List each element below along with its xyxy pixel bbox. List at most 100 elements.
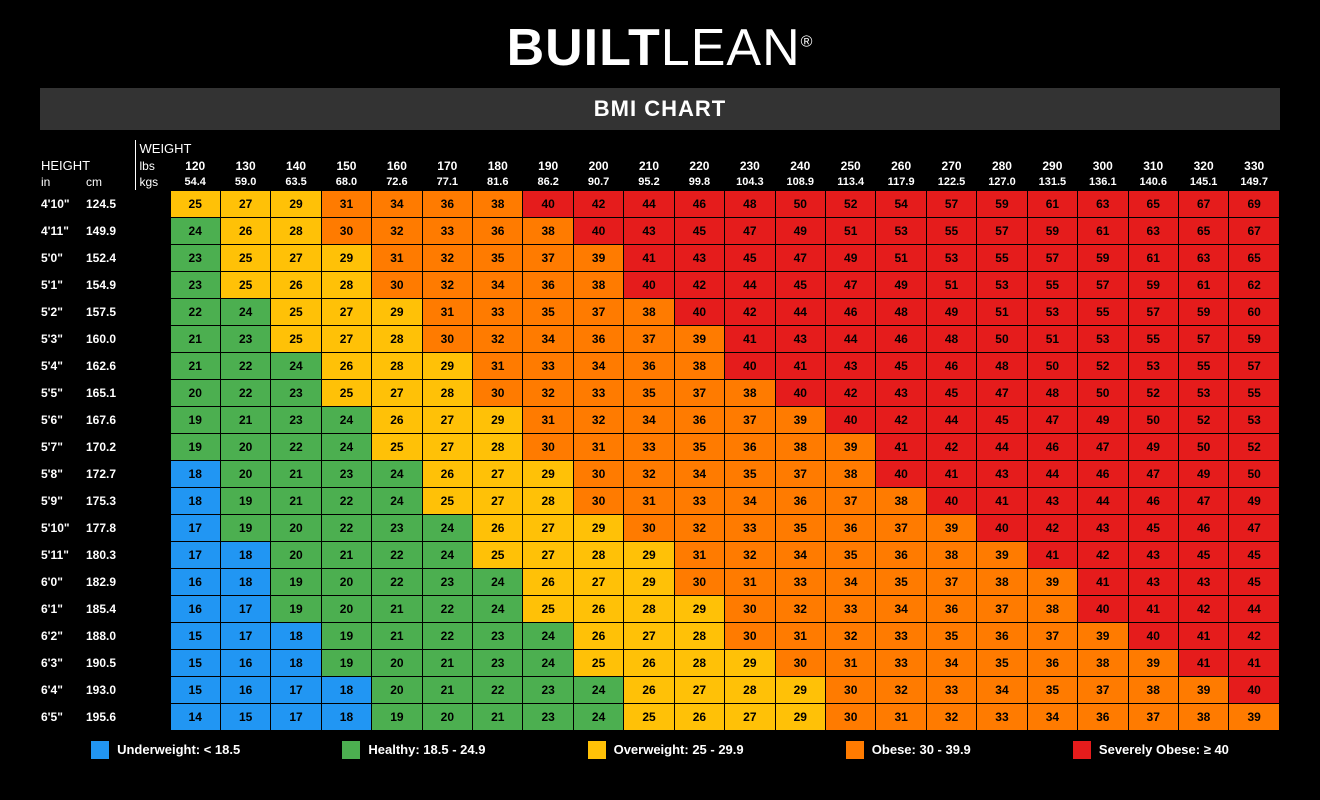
bmi-cell: 18 <box>220 568 270 595</box>
bmi-cell: 28 <box>372 352 422 379</box>
bmi-cell: 24 <box>372 460 422 487</box>
height-cm: 193.0 <box>85 676 135 703</box>
bmi-cell: 31 <box>624 487 674 514</box>
bmi-cell: 47 <box>825 271 875 298</box>
bmi-cell: 33 <box>422 217 472 244</box>
bmi-cell: 26 <box>321 352 371 379</box>
bmi-cell: 52 <box>825 190 875 217</box>
bmi-cell: 45 <box>674 217 724 244</box>
bmi-cell: 42 <box>1178 595 1228 622</box>
bmi-cell: 44 <box>977 433 1027 460</box>
bmi-cell: 34 <box>725 487 775 514</box>
bmi-cell: 43 <box>624 217 674 244</box>
bmi-cell: 21 <box>271 487 321 514</box>
bmi-cell: 28 <box>573 541 623 568</box>
bmi-cell: 30 <box>372 271 422 298</box>
brand-logo: BUILTLEAN® <box>507 18 814 78</box>
bmi-cell: 44 <box>624 190 674 217</box>
bmi-cell: 39 <box>1027 568 1077 595</box>
height-cm: 185.4 <box>85 595 135 622</box>
bmi-cell: 55 <box>1178 352 1228 379</box>
bmi-cell: 35 <box>876 568 926 595</box>
bmi-cell: 27 <box>321 298 371 325</box>
bmi-cell: 37 <box>775 460 825 487</box>
bmi-cell: 31 <box>422 298 472 325</box>
bmi-cell: 53 <box>1229 406 1280 433</box>
bmi-cell: 30 <box>725 595 775 622</box>
weight-lbs-header: 330 <box>1229 157 1280 174</box>
bmi-cell: 29 <box>271 190 321 217</box>
bmi-cell: 59 <box>1078 244 1128 271</box>
bmi-cell: 27 <box>473 460 523 487</box>
bmi-cell: 22 <box>422 622 472 649</box>
bmi-cell: 55 <box>1078 298 1128 325</box>
bmi-cell: 29 <box>321 244 371 271</box>
bmi-cell: 29 <box>624 541 674 568</box>
legend-item-obese: Obese: 30 - 39.9 <box>846 741 971 759</box>
bmi-cell: 63 <box>1128 217 1178 244</box>
bmi-cell: 36 <box>1078 703 1128 730</box>
bmi-cell: 23 <box>220 325 270 352</box>
bmi-cell: 33 <box>775 568 825 595</box>
bmi-cell: 30 <box>725 622 775 649</box>
bmi-cell: 16 <box>170 595 220 622</box>
bmi-cell: 21 <box>372 595 422 622</box>
bmi-cell: 30 <box>573 460 623 487</box>
bmi-cell: 34 <box>624 406 674 433</box>
bmi-cell: 41 <box>977 487 1027 514</box>
legend-item-underweight: Underweight: < 18.5 <box>91 741 240 759</box>
bmi-cell: 23 <box>170 244 220 271</box>
bmi-cell: 39 <box>775 406 825 433</box>
bmi-cell: 42 <box>926 433 976 460</box>
weight-kgs-header: 117.9 <box>876 174 926 190</box>
bmi-cell: 34 <box>825 568 875 595</box>
bmi-cell: 25 <box>372 433 422 460</box>
bmi-cell: 34 <box>674 460 724 487</box>
height-in: 6'5" <box>40 703 85 730</box>
bmi-cell: 35 <box>926 622 976 649</box>
bmi-cell: 23 <box>422 568 472 595</box>
weight-kgs-header: 77.1 <box>422 174 472 190</box>
weight-lbs-header: 150 <box>321 157 371 174</box>
bmi-cell: 41 <box>1229 649 1280 676</box>
bmi-cell: 35 <box>775 514 825 541</box>
bmi-cell: 27 <box>321 325 371 352</box>
height-in: 4'10" <box>40 190 85 217</box>
bmi-cell: 24 <box>271 352 321 379</box>
bmi-cell: 42 <box>876 406 926 433</box>
weight-kgs-header: 145.1 <box>1178 174 1228 190</box>
bmi-cell: 21 <box>422 676 472 703</box>
bmi-cell: 27 <box>220 190 270 217</box>
bmi-cell: 50 <box>977 325 1027 352</box>
bmi-cell: 33 <box>473 298 523 325</box>
bmi-cell: 32 <box>473 325 523 352</box>
bmi-cell: 31 <box>825 649 875 676</box>
weight-lbs-header: 300 <box>1078 157 1128 174</box>
height-cm: 177.8 <box>85 514 135 541</box>
bmi-cell: 24 <box>422 514 472 541</box>
bmi-cell: 41 <box>725 325 775 352</box>
weight-lbs-header: 270 <box>926 157 976 174</box>
weight-lbs-header: 190 <box>523 157 573 174</box>
bmi-cell: 18 <box>271 622 321 649</box>
bmi-cell: 51 <box>876 244 926 271</box>
bmi-cell: 28 <box>674 649 724 676</box>
bmi-cell: 42 <box>725 298 775 325</box>
bmi-cell: 45 <box>725 244 775 271</box>
bmi-cell: 59 <box>977 190 1027 217</box>
height-in: 6'4" <box>40 676 85 703</box>
bmi-cell: 46 <box>1178 514 1228 541</box>
bmi-cell: 32 <box>674 514 724 541</box>
bmi-cell: 16 <box>220 676 270 703</box>
chart-title: BMI CHART <box>40 88 1280 130</box>
bmi-cell: 60 <box>1229 298 1280 325</box>
bmi-cell: 67 <box>1178 190 1228 217</box>
bmi-cell: 28 <box>372 325 422 352</box>
weight-lbs-header: 140 <box>271 157 321 174</box>
weight-kgs-header: 68.0 <box>321 174 371 190</box>
height-cm: 195.6 <box>85 703 135 730</box>
bmi-cell: 35 <box>473 244 523 271</box>
bmi-cell: 50 <box>1128 406 1178 433</box>
bmi-cell: 21 <box>473 703 523 730</box>
height-cm: 165.1 <box>85 379 135 406</box>
